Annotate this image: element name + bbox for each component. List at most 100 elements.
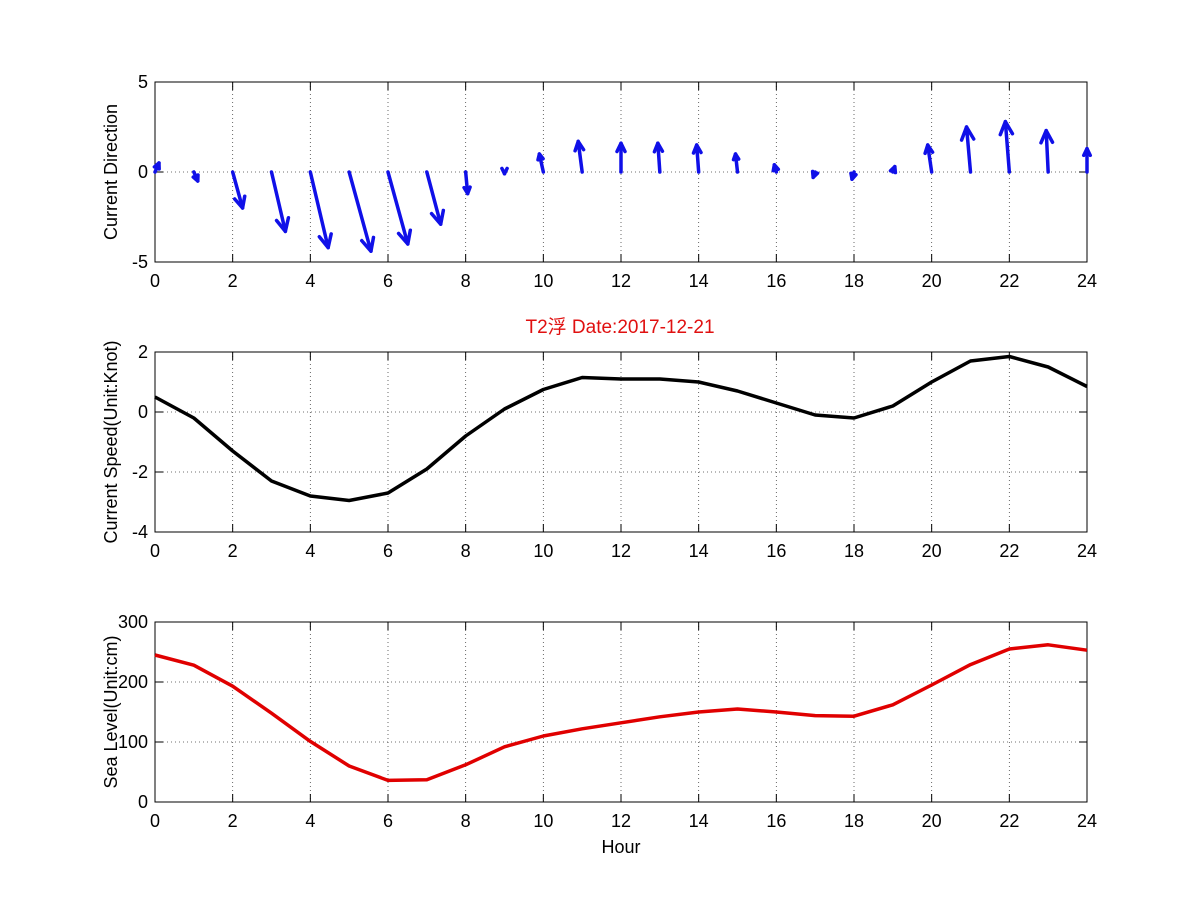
quiver-head bbox=[536, 152, 545, 162]
quiver-arrow bbox=[998, 119, 1015, 174]
quiver-head bbox=[1081, 146, 1093, 158]
quiver-head bbox=[615, 141, 627, 154]
quiver-arrow bbox=[230, 170, 247, 210]
quiver-arrow bbox=[888, 164, 898, 175]
quiver-head bbox=[396, 228, 413, 246]
quiver-arrow bbox=[386, 170, 413, 246]
x-tick-label: 22 bbox=[999, 541, 1019, 561]
x-tick-label: 12 bbox=[611, 811, 631, 831]
quiver-shaft bbox=[1003, 119, 1012, 174]
x-tick-label: 18 bbox=[844, 541, 864, 561]
x-tick-label: 16 bbox=[766, 811, 786, 831]
x-tick-label: 6 bbox=[383, 811, 393, 831]
y-tick-label: -4 bbox=[132, 522, 148, 542]
quiver-arrow bbox=[731, 152, 741, 174]
x-tick-label: 14 bbox=[689, 541, 709, 561]
quiver-head bbox=[998, 119, 1015, 137]
quiver-head bbox=[959, 125, 976, 142]
x-tick-label: 2 bbox=[228, 541, 238, 561]
quiver-shaft bbox=[576, 139, 584, 174]
quiver-arrow bbox=[308, 170, 333, 250]
y-axis-label: Current Direction bbox=[101, 104, 121, 240]
quiver-arrow bbox=[191, 170, 200, 183]
quiver-arrow bbox=[347, 170, 376, 253]
quiver-arrow bbox=[573, 139, 586, 174]
x-tick-label: 8 bbox=[461, 541, 471, 561]
x-tick-label: 24 bbox=[1077, 811, 1097, 831]
current-speed-line bbox=[154, 354, 1088, 503]
quiver-shaft bbox=[925, 143, 934, 174]
y-axis-label: Current Speed(Unit:Knot) bbox=[101, 340, 121, 543]
x-axis-label: Hour bbox=[601, 837, 640, 857]
quiver-arrow bbox=[849, 170, 858, 181]
y-tick-label: 0 bbox=[138, 162, 148, 182]
figure-title: T2浮 Date:2017-12-21 bbox=[525, 316, 714, 338]
quiver-head bbox=[232, 194, 247, 210]
quiver-head bbox=[731, 152, 741, 162]
y-tick-label: 300 bbox=[118, 612, 148, 632]
y-tick-label: 5 bbox=[138, 72, 148, 92]
y-tick-label: 0 bbox=[138, 402, 148, 422]
quiver-head bbox=[810, 169, 820, 180]
quiver-head bbox=[1039, 128, 1055, 145]
quiver-shaft bbox=[230, 170, 245, 210]
quiver-head bbox=[923, 143, 935, 156]
quiver-shaft bbox=[964, 125, 973, 174]
x-tick-label: 10 bbox=[533, 271, 553, 291]
quiver-shaft bbox=[269, 170, 288, 234]
quiver-arrow bbox=[425, 170, 446, 226]
x-tick-label: 14 bbox=[689, 271, 709, 291]
x-tick-label: 22 bbox=[999, 271, 1019, 291]
x-tick-label: 20 bbox=[922, 541, 942, 561]
x-tick-label: 22 bbox=[999, 811, 1019, 831]
quiver-head bbox=[191, 173, 200, 183]
y-tick-label: 100 bbox=[118, 732, 148, 752]
quiver-arrow bbox=[959, 125, 976, 174]
quiver-arrow bbox=[536, 152, 546, 174]
y-tick-label: 0 bbox=[138, 792, 148, 812]
quiver-shaft bbox=[425, 170, 443, 226]
x-tick-label: 4 bbox=[305, 811, 315, 831]
x-tick-label: 0 bbox=[150, 541, 160, 561]
x-tick-label: 20 bbox=[922, 271, 942, 291]
quiver-arrow bbox=[1081, 146, 1093, 174]
x-tick-label: 0 bbox=[150, 811, 160, 831]
x-tick-label: 12 bbox=[611, 271, 631, 291]
quiver-arrow bbox=[462, 170, 472, 196]
x-tick-label: 6 bbox=[383, 271, 393, 291]
x-tick-label: 10 bbox=[533, 811, 553, 831]
x-tick-label: 4 bbox=[305, 541, 315, 561]
x-tick-label: 2 bbox=[228, 811, 238, 831]
quiver-shaft bbox=[347, 170, 373, 253]
y-tick-label: -5 bbox=[132, 252, 148, 272]
quiver-shaft bbox=[656, 141, 662, 174]
x-tick-label: 24 bbox=[1077, 271, 1097, 291]
x-tick-label: 24 bbox=[1077, 541, 1097, 561]
x-tick-label: 12 bbox=[611, 541, 631, 561]
x-tick-label: 16 bbox=[766, 541, 786, 561]
quiver-arrow bbox=[152, 161, 161, 174]
quiver-head bbox=[771, 163, 781, 173]
x-tick-label: 18 bbox=[844, 811, 864, 831]
quiver-head bbox=[500, 166, 509, 176]
x-tick-label: 6 bbox=[383, 541, 393, 561]
x-tick-label: 16 bbox=[766, 271, 786, 291]
y-tick-label: 200 bbox=[118, 672, 148, 692]
quiver-head bbox=[652, 141, 665, 154]
x-tick-label: 4 bbox=[305, 271, 315, 291]
y-axis-label: Sea Level(Unit:cm) bbox=[101, 635, 121, 788]
x-tick-label: 0 bbox=[150, 271, 160, 291]
quiver-arrow bbox=[1039, 128, 1055, 174]
sea-level-line bbox=[154, 643, 1088, 783]
quiver-arrow bbox=[500, 166, 509, 176]
x-tick-label: 18 bbox=[844, 271, 864, 291]
x-tick-label: 8 bbox=[461, 811, 471, 831]
x-tick-label: 8 bbox=[461, 271, 471, 291]
quiver-arrow bbox=[269, 170, 291, 234]
quiver-head bbox=[691, 143, 703, 155]
